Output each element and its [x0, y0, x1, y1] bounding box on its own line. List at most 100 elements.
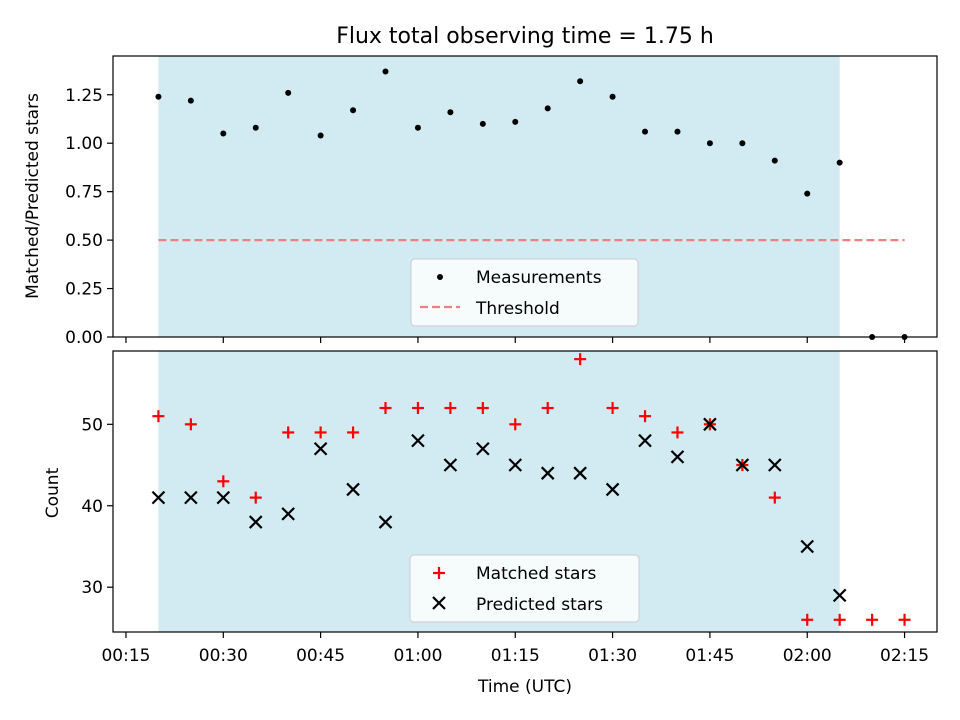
predicted-star-point — [443, 458, 458, 472]
predicted-star-point — [540, 466, 555, 480]
y-tick-label: 0.25 — [65, 280, 103, 300]
measurement-point — [804, 190, 811, 197]
matched-star-point — [574, 353, 587, 366]
measurement-point — [512, 118, 519, 125]
matched-star-point — [184, 418, 197, 431]
predicted-legend-marker — [432, 596, 446, 610]
x-tick-label: 02:00 — [783, 646, 832, 666]
predicted-star-point — [151, 490, 166, 505]
predicted-star-point — [735, 458, 750, 472]
top-y-axis-label: Matched/Predicted stars — [23, 93, 43, 299]
matched-legend-marker — [433, 567, 445, 579]
y-tick-label: 1.25 — [65, 86, 103, 106]
matched-star-point — [444, 402, 457, 415]
matched-star-point — [898, 613, 911, 626]
y-tick-label: 1.00 — [65, 134, 103, 154]
matched-star-point — [541, 402, 554, 415]
predicted-star-point — [670, 450, 685, 464]
top-y-ticks: 0.00 0.25 0.50 0.75 1.00 1.25 — [65, 86, 113, 348]
bottom-x-ticks: 00:15 00:30 00:45 01:00 01:15 01:30 01:45 02:00… — [101, 632, 929, 666]
measurement-point — [479, 120, 486, 127]
matched-star-point — [671, 426, 684, 439]
measurement-point — [674, 128, 681, 135]
matched-star-point — [639, 410, 652, 423]
measurement-point — [771, 157, 778, 164]
measurement-point — [836, 159, 843, 166]
matched-star-point — [152, 410, 165, 423]
matched-star-point — [249, 491, 262, 504]
measurement-point — [187, 97, 194, 104]
matched-star-point — [509, 418, 522, 431]
predicted-star-point — [476, 441, 490, 456]
measurement-point — [544, 105, 551, 112]
measurement-point — [609, 93, 616, 100]
bottom-legend: Matched stars Predicted stars — [409, 554, 640, 623]
top-panel: 0.00 0.25 0.50 0.75 1.00 1.25 Matched/Predict… — [23, 55, 938, 348]
count-points — [151, 353, 911, 626]
y-tick-label: 50 — [81, 415, 103, 435]
predicted-star-point — [508, 458, 523, 472]
measurement-point — [739, 140, 746, 147]
chart-title: Flux total observing time = 1.75 h — [336, 24, 714, 49]
x-tick-label: 01:30 — [588, 646, 637, 666]
measurement-point — [350, 107, 357, 114]
bottom-y-axis-label: Count — [43, 467, 63, 518]
x-axis-label: Time (UTC) — [477, 677, 572, 697]
legend-matched-stars: Matched stars — [476, 564, 596, 584]
measurement-point — [285, 89, 292, 96]
measurement-points — [155, 68, 908, 340]
predicted-star-point — [605, 482, 620, 497]
bottom-axes-frame — [112, 350, 938, 633]
y-tick-label: 40 — [81, 497, 103, 517]
measurement-point — [447, 109, 454, 116]
top-axes-frame — [112, 55, 938, 338]
measurement-point — [252, 124, 259, 131]
matched-star-point — [217, 475, 230, 488]
x-tick-label: 00:15 — [101, 646, 150, 666]
bottom-panel: 30 40 50 00:15 00:30 00:45 01:00 01:15 01:30 01:… — [43, 350, 938, 697]
predicted-star-point — [281, 507, 295, 521]
predicted-star-point — [184, 490, 198, 505]
matched-star-point — [476, 402, 489, 415]
legend-predicted-stars: Predicted stars — [476, 595, 603, 615]
measurement-point — [155, 93, 162, 100]
measurement-point — [577, 78, 584, 85]
matched-star-point — [866, 613, 879, 626]
measurement-point — [220, 130, 227, 137]
predicted-star-point — [832, 588, 847, 603]
x-tick-label: 01:00 — [393, 646, 442, 666]
matched-star-point — [314, 426, 327, 439]
legend-threshold: Threshold — [475, 299, 560, 319]
predicted-star-point — [800, 539, 815, 554]
predicted-star-point — [703, 417, 717, 432]
legend-measurements: Measurements — [476, 268, 602, 288]
x-tick-label: 01:45 — [685, 646, 734, 666]
bottom-legend-box — [409, 554, 640, 623]
predicted-star-point — [248, 515, 263, 529]
measurement-point — [317, 132, 324, 139]
x-tick-label: 01:15 — [491, 646, 540, 666]
matched-star-point — [768, 491, 781, 504]
predicted-star-point — [411, 433, 425, 448]
predicted-star-point — [216, 490, 231, 505]
measurement-legend-marker — [437, 274, 443, 280]
y-tick-label: 0.00 — [65, 328, 103, 348]
predicted-star-point — [378, 515, 393, 529]
top-x-ticks — [125, 337, 906, 343]
matched-star-point — [347, 426, 360, 439]
matched-star-point — [379, 402, 392, 415]
measurement-point — [642, 128, 649, 135]
y-tick-label: 0.50 — [65, 231, 103, 251]
x-tick-label: 00:45 — [296, 646, 345, 666]
x-tick-label: 00:30 — [199, 646, 248, 666]
predicted-star-point — [346, 482, 360, 497]
bottom-y-ticks: 30 40 50 — [81, 415, 113, 598]
predicted-star-point — [573, 466, 587, 480]
matched-star-point — [606, 402, 619, 415]
measurement-point — [706, 140, 713, 147]
measurement-point — [382, 68, 389, 75]
top-legend: Measurements Threshold — [410, 258, 639, 327]
top-legend-box — [410, 258, 639, 327]
predicted-star-point — [768, 458, 782, 472]
